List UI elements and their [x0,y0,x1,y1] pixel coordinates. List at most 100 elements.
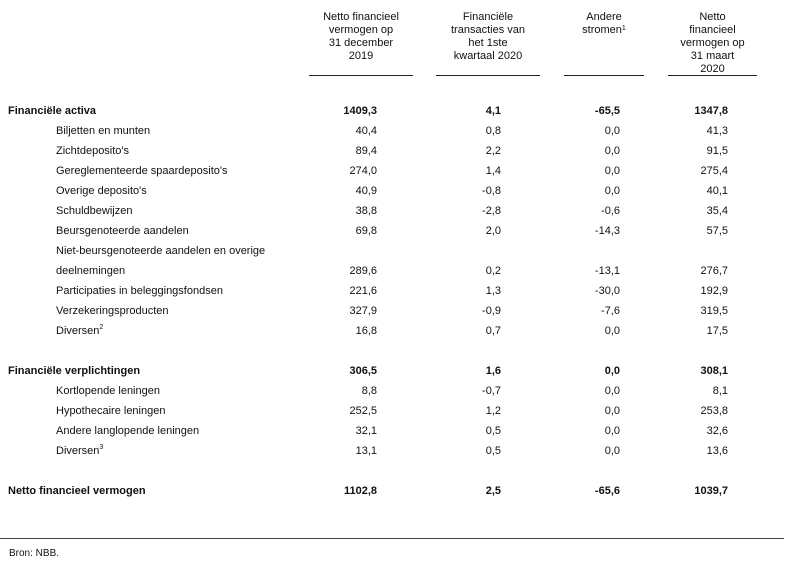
row-label: Niet-beursgenoteerde aandelen en overige [56,243,265,259]
cell-value: 2,0 [485,225,501,237]
column-header-line: Financiële [462,11,514,23]
table-row: Beursgenoteerde aandelen 69,8 2,0 -14,3 57,5 [0,223,791,239]
row-label-text: Zichtdeposito's [56,145,130,157]
row-label-text: Gereglementeerde spaardeposito's [56,165,228,177]
cell-value: 91,5 [706,145,728,157]
column-header-line: Andere [586,11,622,23]
column-header-text: stromen [582,24,622,36]
column-header-line: 31 maart [690,50,735,62]
column-header-line: financieel [689,24,736,36]
cell-value: 13,6 [706,445,728,457]
row-label: Participaties in beleggingsfondsen [56,283,223,299]
row-label-text: Verzekeringsproducten [56,305,169,317]
cell-value: 327,9 [349,305,377,317]
row-label: Andere langlopende leningen [56,423,199,439]
table-section-row: Financiële activa 1409,3 4,1 -65,5 1347,8 [0,103,791,119]
cell-value: 1,2 [485,405,501,417]
column-header-line: 2020 [700,63,725,75]
cell-value: 13,1 [355,445,377,457]
cell-value: 89,4 [355,145,377,157]
column-header-4: Netto financieel vermogen op 31 maart 2020 [668,11,757,76]
column-header-1: Netto financieel vermogen op 31 december 20… [309,11,413,63]
cell-value: 1102,8 [343,485,377,497]
cell-value: 32,1 [355,425,377,437]
cell-value: 35,4 [706,205,728,217]
table-row: Overige deposito's 40,9 -0,8 0,0 40,1 [0,183,791,199]
row-label: Biljetten en munten [56,123,150,139]
cell-value: 0,0 [604,405,620,417]
table-row: Niet-beursgenoteerde aandelen en overige [0,243,791,259]
row-label: Financiële activa [8,103,96,119]
column-header-line: het 1ste [468,37,508,49]
cell-value: 0,0 [604,325,620,337]
cell-value: -65,6 [594,485,620,497]
table-row: Zichtdeposito's 89,4 2,2 0,0 91,5 [0,143,791,159]
table-row: Diversen2 16,8 0,7 0,0 17,5 [0,323,791,339]
cell-value: -0,7 [482,385,501,397]
row-label-text: Niet-beursgenoteerde aandelen en overige [56,245,266,257]
cell-value: 1,3 [485,285,501,297]
column-header-line: transacties van [451,24,525,36]
column-header-line: vermogen op [328,24,394,36]
cell-value: 0,5 [485,445,501,457]
row-label: Kortlopende leningen [56,383,160,399]
column-header-underline [668,75,757,76]
table-row: Participaties in beleggingsfondsen 221,6 1… [0,283,791,299]
table-row: Hypothecaire leningen 252,5 1,2 0,0 253,8 [0,403,791,419]
cell-value: 0,0 [604,425,620,437]
cell-value: 319,5 [700,305,728,317]
cell-value: 2,5 [485,485,501,497]
row-label: Verzekeringsproducten [56,303,169,319]
cell-value: 0,2 [485,265,501,277]
cell-value: 0,0 [604,185,620,197]
table-section-row: Financiële verplichtingen 306,5 1,6 0,0 308,… [0,363,791,379]
cell-value: 8,8 [361,385,377,397]
table-row: Diversen3 13,1 0,5 0,0 13,6 [0,443,791,459]
column-header-underline [309,75,413,76]
row-label-text: Biljetten en munten [56,125,151,137]
cell-value: 2,2 [485,145,501,157]
cell-value: 1039,7 [694,485,728,497]
row-label: Financiële verplichtingen [8,363,140,379]
cell-value: 0,5 [485,425,501,437]
cell-value: 69,8 [355,225,377,237]
row-label-text: Diversen [56,445,100,457]
table-row: Biljetten en munten 40,4 0,8 0,0 41,3 [0,123,791,139]
row-label-text: Schuldbewijzen [56,205,133,217]
cell-value: 41,3 [706,125,728,137]
cell-value: 16,8 [355,325,377,337]
cell-value: 274,0 [349,165,377,177]
cell-value: 0,8 [485,125,501,137]
row-label: deelnemingen [56,263,125,279]
cell-value: 17,5 [706,325,728,337]
row-label-text: Financiële activa [8,105,97,117]
cell-value: 1,4 [485,165,501,177]
row-label-text: Beursgenoteerde aandelen [56,225,189,237]
column-header-underline [564,75,644,76]
cell-value: -2,8 [482,205,501,217]
footer-divider [0,538,784,539]
cell-value: 38,8 [355,205,377,217]
table-row: Schuldbewijzen 38,8 -2,8 -0,6 35,4 [0,203,791,219]
table-row: deelnemingen 289,6 0,2 -13,1 276,7 [0,263,791,279]
table-row: Kortlopende leningen 8,8 -0,7 0,0 8,1 [0,383,791,399]
cell-value: -14,3 [594,225,620,237]
row-label: Zichtdeposito's [56,143,129,159]
column-header-line: kwartaal 2020 [453,50,523,62]
cell-value: 40,9 [355,185,377,197]
cell-value: 0,0 [604,365,620,377]
cell-value: -13,1 [594,265,620,277]
row-label-text: Diversen [56,325,100,337]
cell-value: 4,1 [485,105,501,117]
source-note: Bron: NBB. [9,548,60,559]
cell-value: 306,5 [349,365,377,377]
row-label: Overige deposito's [56,183,147,199]
cell-value: 275,4 [700,165,728,177]
cell-value: 0,0 [604,445,620,457]
cell-value: 32,6 [706,425,728,437]
cell-value: 1409,3 [343,105,377,117]
column-header-line: vermogen op [680,37,745,49]
table-section-row: Netto financieel vermogen 1102,8 2,5 -65,6 1… [0,483,791,499]
cell-value: 1347,8 [694,105,728,117]
cell-value: 253,8 [700,405,728,417]
